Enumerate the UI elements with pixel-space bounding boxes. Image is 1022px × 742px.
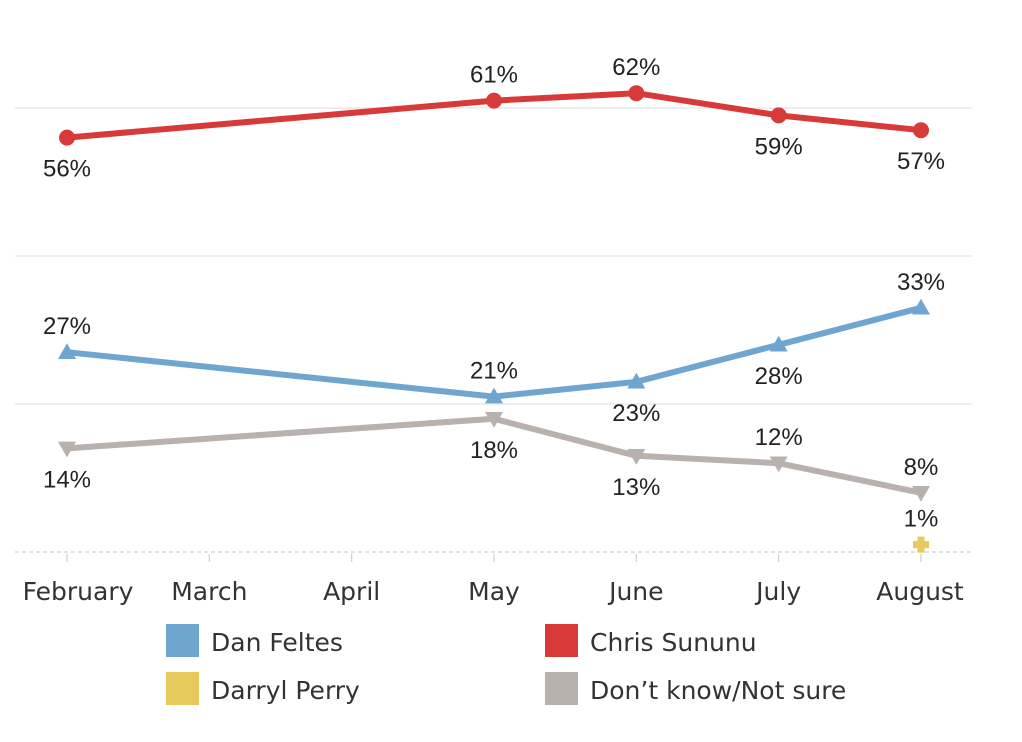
data-label-chris-sununu-august: 57% [897, 148, 945, 175]
point-dan-feltes-june [627, 372, 646, 389]
point-don-t-know-not-sure-february [58, 441, 76, 458]
x-tick-label-august: August [876, 577, 964, 606]
data-label-don-t-know-not-sure-may: 18% [470, 437, 518, 464]
point-chris-sununu-february [59, 129, 75, 146]
point-don-t-know-not-sure-may [485, 412, 503, 428]
data-label-dan-feltes-february: 27% [43, 313, 91, 340]
data-label-don-t-know-not-sure-february: 14% [43, 466, 91, 493]
data-label-don-t-know-not-sure-august: 8% [904, 454, 939, 481]
point-chris-sununu-june [628, 85, 645, 102]
x-axis: February March April May June July August [23, 554, 964, 606]
legend-label-don-t-know-not-sure: Don’t know/Not sure [590, 676, 846, 705]
data-label-chris-sununu-july: 59% [755, 133, 803, 160]
point-don-t-know-not-sure-july [769, 456, 788, 473]
point-dan-feltes-february [58, 343, 76, 359]
point-dan-feltes-august [912, 298, 930, 315]
series-markers [58, 85, 930, 553]
point-dan-feltes-may [485, 387, 503, 404]
point-don-t-know-not-sure-june [627, 449, 646, 465]
point-chris-sununu-august [913, 122, 929, 139]
data-label-dan-feltes-may: 21% [470, 358, 518, 385]
point-don-t-know-not-sure-august [912, 486, 930, 502]
legend-label-chris-sununu: Chris Sununu [590, 628, 757, 657]
point-chris-sununu-may [486, 92, 502, 109]
point-dan-feltes-july [769, 335, 788, 352]
data-labels: 56% 61% 62% 59% 57% 27% 21% 23% 28% 33% 14% 18% 13% 1… [43, 54, 945, 532]
data-label-chris-sununu-february: 56% [43, 156, 91, 183]
legend: Dan Feltes Chris Sununu Darryl Perry Don’t … [166, 624, 846, 705]
data-label-don-t-know-not-sure-july: 12% [755, 424, 803, 451]
point-chris-sununu-july [770, 107, 787, 124]
x-tick-label-march: March [171, 577, 247, 606]
point-darryl-perry-august [913, 536, 929, 553]
x-tick-label-may: May [468, 577, 520, 606]
legend-swatch-chris-sununu [545, 624, 578, 657]
legend-swatch-dan-feltes [166, 624, 199, 657]
data-label-don-t-know-not-sure-june: 13% [612, 474, 660, 501]
data-label-dan-feltes-june: 23% [612, 400, 660, 427]
data-label-chris-sununu-may: 61% [470, 62, 518, 89]
data-label-dan-feltes-july: 28% [755, 363, 803, 390]
data-label-dan-feltes-august: 33% [897, 269, 945, 296]
legend-label-darryl-perry: Darryl Perry [211, 676, 360, 705]
x-tick-label-february: February [23, 577, 134, 606]
x-tick-label-july: July [754, 577, 801, 606]
x-tick-label-june: June [607, 577, 663, 606]
data-label-darryl-perry-august: 1% [904, 506, 939, 533]
legend-swatch-darryl-perry [166, 672, 199, 705]
x-tick-label-april: April [323, 577, 380, 606]
legend-label-dan-feltes: Dan Feltes [211, 628, 343, 657]
data-label-chris-sununu-june: 62% [612, 54, 660, 81]
legend-swatch-don-t-know-not-sure [545, 672, 578, 705]
